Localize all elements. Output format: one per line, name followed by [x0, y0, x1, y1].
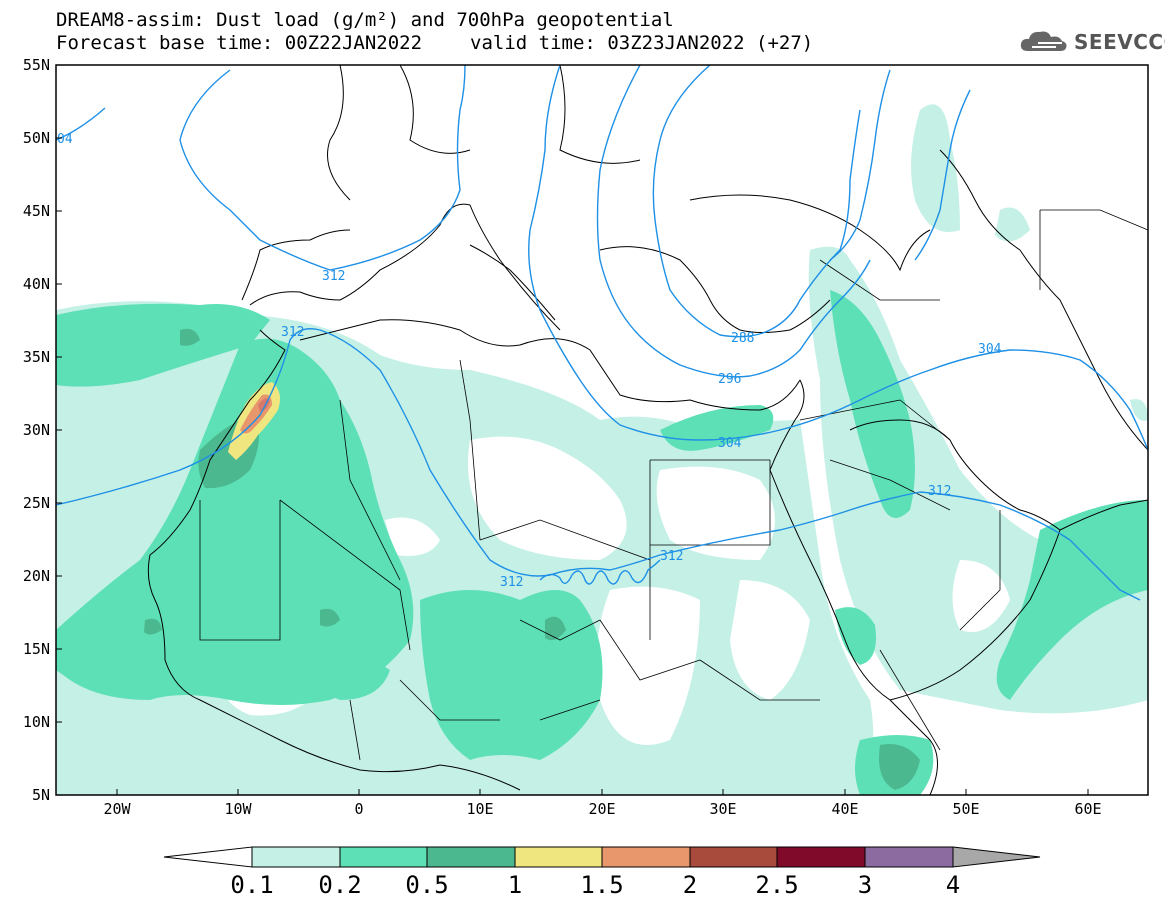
lon-label: 10W — [224, 800, 252, 818]
map-title: DREAM8-assim: Dust load (g/m²) and 700hP… — [56, 9, 674, 31]
seevccc-logo: SEEVCCC — [1018, 26, 1165, 56]
lon-label: 50E — [952, 800, 979, 818]
lat-labels: 55N 50N 45N 40N 35N 30N 25N 20N 15N 10N … — [23, 56, 50, 804]
colorbar-label: 3 — [858, 871, 872, 899]
lon-label: 40E — [831, 800, 858, 818]
colorbar-swatch — [601, 846, 691, 868]
map-subtitle: Forecast base time: 00Z22JAN2022 valid ti… — [56, 33, 813, 53]
lon-labels: 20W 10W 0 10E 20E 30E 40E 50E 60E — [103, 800, 1101, 818]
colorbar-label: 2.5 — [755, 871, 798, 899]
forecast-base-time: Forecast base time: 00Z22JAN2022 — [56, 32, 423, 54]
contour-label: 312 — [322, 269, 345, 284]
lat-label: 5N — [32, 786, 50, 804]
cloud-icon — [1020, 31, 1067, 51]
coastlines — [147, 65, 1148, 795]
contour-label: 312 — [928, 484, 951, 499]
contour-label: 312 — [281, 325, 304, 340]
lon-label: 30E — [709, 800, 736, 818]
geopotential-contours — [56, 65, 1148, 601]
colorbar-lower-triangle — [163, 846, 253, 868]
contour-label: 304 — [718, 436, 742, 451]
country-borders — [199, 209, 1148, 761]
lat-label: 55N — [23, 56, 50, 74]
lon-label: 20E — [588, 800, 615, 818]
colorbar-label: 0.5 — [405, 871, 448, 899]
logo-text: SEEVCCC — [1074, 30, 1165, 54]
lat-label: 45N — [23, 202, 50, 220]
lat-label: 30N — [23, 421, 50, 439]
lat-ticks — [56, 64, 62, 796]
lon-label: 0 — [354, 800, 363, 818]
colorbar-label: 0.1 — [230, 871, 273, 899]
contour-label: 312 — [500, 575, 523, 590]
valid-time: valid time: 03Z23JAN2022 (+27) — [470, 32, 814, 54]
contour-label: 304 — [978, 342, 1002, 357]
colorbar-label: 1.5 — [580, 871, 623, 899]
colorbar-swatch — [426, 846, 516, 868]
colorbar-upper-triangle — [952, 846, 1041, 868]
lat-label: 10N — [23, 713, 50, 731]
contour-label: 296 — [718, 372, 741, 387]
colorbar-swatch — [251, 846, 341, 868]
colorbar-swatch — [689, 846, 778, 868]
colorbar-label: 0.2 — [318, 871, 361, 899]
lat-label: 15N — [23, 640, 50, 658]
dust-load-shading — [56, 104, 1148, 795]
lat-label: 35N — [23, 348, 50, 366]
lat-label: 50N — [23, 129, 50, 147]
contour-label-partial: 04 — [57, 132, 73, 147]
lon-label: 10E — [466, 800, 493, 818]
contour-label: 312 — [660, 549, 683, 564]
colorbar-swatch — [514, 846, 603, 868]
colorbar-swatch — [339, 846, 428, 868]
colorbar-label: 4 — [946, 871, 960, 899]
contour-labels: 312 312 288 296 304 304 312 312 312 04 — [57, 132, 1002, 590]
lat-label: 25N — [23, 494, 50, 512]
colorbar-swatch — [776, 846, 866, 868]
lon-label: 60E — [1074, 800, 1101, 818]
lon-ticks — [116, 789, 1089, 795]
lon-label: 20W — [103, 800, 131, 818]
colorbar-swatch — [864, 846, 954, 868]
colorbar-label: 2 — [683, 871, 697, 899]
colorbar-label: 1 — [508, 871, 522, 899]
colorbar: 0.1 0.2 0.5 1 1.5 2 2.5 3 4 — [163, 846, 1041, 899]
lat-label: 20N — [23, 567, 50, 585]
contour-label: 288 — [731, 331, 754, 346]
lat-label: 40N — [23, 275, 50, 293]
